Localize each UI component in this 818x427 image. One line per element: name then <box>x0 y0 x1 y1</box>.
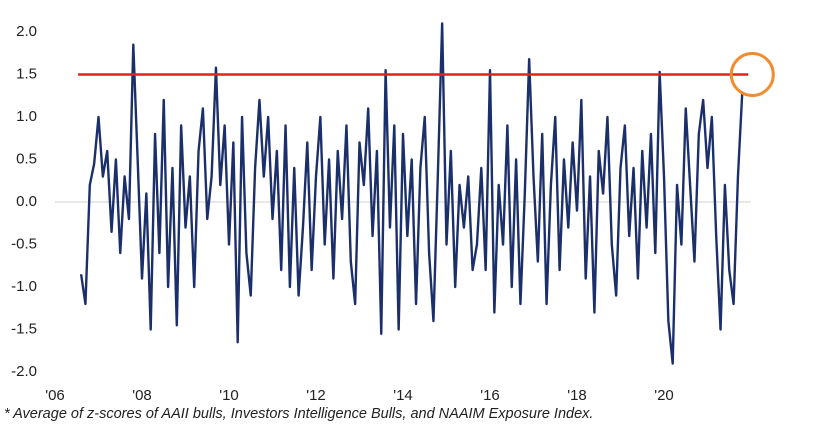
y-tick-label: 0.0 <box>16 193 37 210</box>
highlight-circle <box>729 52 775 97</box>
y-tick-label: -1.5 <box>11 320 37 337</box>
x-tick-label: '08 <box>132 387 152 404</box>
x-tick-label: '12 <box>306 387 326 404</box>
y-tick-label: -0.5 <box>11 235 37 252</box>
y-tick-label: 1.0 <box>16 108 37 125</box>
x-tick-label: '20 <box>654 387 674 404</box>
x-tick-label: '18 <box>567 387 587 404</box>
footnote: * Average of z-scores of AAII bulls, Inv… <box>4 406 593 422</box>
y-tick-label: -2.0 <box>11 363 37 380</box>
y-tick-label: -1.0 <box>11 278 37 295</box>
series-line <box>79 22 744 365</box>
x-tick-label: '06 <box>45 387 65 404</box>
x-tick-label: '10 <box>219 387 239 404</box>
y-tick-label: 2.0 <box>16 23 37 40</box>
x-tick-label: '16 <box>480 387 500 404</box>
x-tick-label: '14 <box>393 387 413 404</box>
y-tick-label: 0.5 <box>16 150 37 167</box>
y-tick-label: 1.5 <box>16 65 37 82</box>
